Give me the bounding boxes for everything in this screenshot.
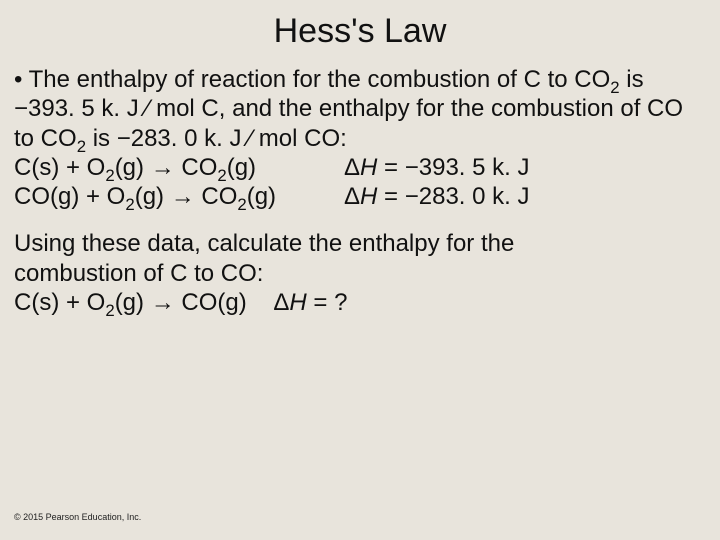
eq2-delta: Δ <box>344 183 360 210</box>
eq2-reaction: CO(g) + O2(g) → CO2(g) <box>14 182 344 211</box>
eq2-s1: 2 <box>125 195 134 214</box>
eq3-h: H <box>289 289 306 316</box>
equation-row-3: C(s) + O2(g) → CO(g) ΔH = ? <box>14 288 706 317</box>
eq1-h: H <box>360 154 377 181</box>
prompt-line-1: Using these data, calculate the enthalpy… <box>14 229 706 258</box>
eq3-t2: (g) → CO(g) <box>115 289 274 316</box>
intro-sub-1: 2 <box>610 78 619 97</box>
prompt-line-2: combustion of C to CO: <box>14 259 706 288</box>
intro-text-3: is −283. 0 k. J ⁄ mol CO: <box>86 125 347 152</box>
slide-body: • The enthalpy of reaction for the combu… <box>14 65 706 317</box>
eq3-delta: Δ <box>273 289 289 316</box>
slide: Hess's Law • The enthalpy of reaction fo… <box>0 0 720 540</box>
eq1-reaction: C(s) + O2(g) → CO2(g) <box>14 153 344 182</box>
eq1-enthalpy: ΔH = −393. 5 k. J <box>344 153 706 182</box>
prompt-paragraph: Using these data, calculate the enthalpy… <box>14 229 706 317</box>
eq2-s2: 2 <box>237 195 246 214</box>
intro-text-1: • The enthalpy of reaction for the combu… <box>14 66 610 93</box>
eq2-t1: CO(g) + O <box>14 183 125 210</box>
intro-paragraph: • The enthalpy of reaction for the combu… <box>14 65 706 211</box>
eq1-delta: Δ <box>344 154 360 181</box>
eq1-t1: C(s) + O <box>14 154 105 181</box>
eq3-t1: C(s) + O <box>14 289 105 316</box>
eq2-val: = −283. 0 k. J <box>377 183 529 210</box>
eq1-t3: (g) <box>227 154 256 181</box>
eq2-t3: (g) <box>247 183 276 210</box>
slide-title: Hess's Law <box>14 12 706 51</box>
eq1-val: = −393. 5 k. J <box>377 154 529 181</box>
copyright-footer: © 2015 Pearson Education, Inc. <box>14 512 141 522</box>
equation-row-1: C(s) + O2(g) → CO2(g) ΔH = −393. 5 k. J <box>14 153 706 182</box>
eq2-t2: (g) → CO <box>135 183 238 210</box>
eq3-val: = ? <box>307 289 348 316</box>
eq2-enthalpy: ΔH = −283. 0 k. J <box>344 182 706 211</box>
eq2-h: H <box>360 183 377 210</box>
eq3-s1: 2 <box>105 301 114 320</box>
equation-row-2: CO(g) + O2(g) → CO2(g) ΔH = −283. 0 k. J <box>14 182 706 211</box>
eq1-t2: (g) → CO <box>115 154 218 181</box>
